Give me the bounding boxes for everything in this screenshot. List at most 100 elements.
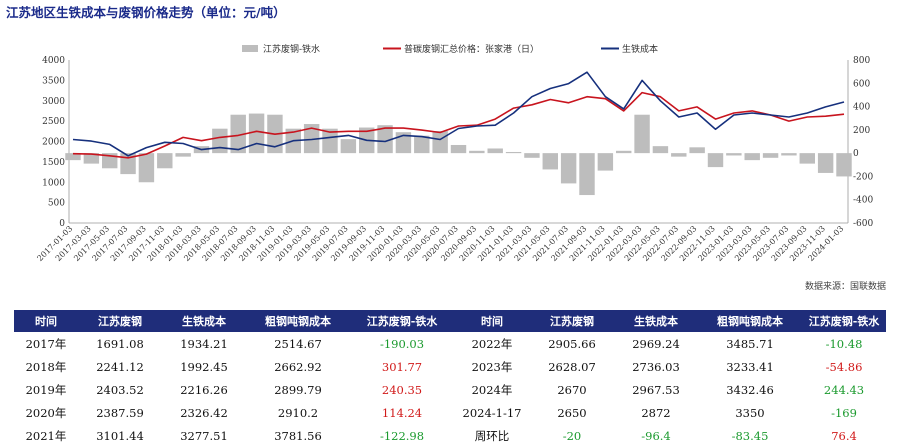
table-row: 2020年 2387.59 2326.42 2910.2 114.24 2024-1-17… (14, 401, 886, 424)
bar-spread (83, 153, 100, 164)
left-tick-label: 0 (59, 219, 65, 229)
table-cell: 3432.46 (726, 382, 774, 397)
left-tick-label: 2500 (42, 117, 65, 127)
bar-spread (120, 153, 136, 175)
column-header: 江苏废钢-铁水 (802, 310, 886, 332)
right-tick-label: 200 (853, 126, 870, 136)
bar-spread (671, 153, 687, 157)
left-tick-label: 1500 (42, 158, 65, 168)
table-cell: 2872 (641, 405, 671, 420)
summary-table: 时间 江苏废钢 生铁成本 粗钢吨钢成本 江苏废钢-铁水 时间 江苏废钢 生铁成本 粗钢吨钢成本江… (14, 310, 886, 447)
table-cell: 2241.12 (96, 359, 144, 374)
bar-spread (560, 153, 577, 184)
table-cell: 2326.42 (180, 405, 228, 420)
legend-label: 普碳废钢汇总价格：张家港（日） (404, 43, 539, 55)
table-cell: 1992.45 (180, 359, 228, 374)
table-cell: 2019年 (25, 382, 67, 397)
bar-spread (542, 153, 558, 170)
table-cell: 2514.67 (274, 336, 322, 351)
table-cell: 2017年 (25, 336, 67, 351)
table-cell: 2650 (557, 405, 587, 420)
legend-label: 江苏废钢-铁水 (263, 43, 320, 55)
bar-spread (138, 153, 155, 183)
bar-spread (322, 128, 338, 154)
table-cell: 2022年 (471, 336, 513, 351)
bar-spread (157, 153, 173, 169)
column-header: 江苏废钢 (78, 310, 162, 332)
table-cell: 2967.53 (632, 382, 680, 397)
right-tick-label: 400 (853, 103, 870, 113)
table-cell: 2736.03 (632, 359, 680, 374)
column-header: 时间 (14, 310, 78, 332)
column-header: 时间 (454, 310, 530, 332)
table-cell: 1691.08 (96, 336, 144, 351)
bar-spread (781, 153, 797, 156)
table-cell: 244.43 (823, 382, 865, 397)
left-tick-label: 4000 (42, 56, 65, 66)
table-cell: 3350 (735, 405, 765, 420)
table-row: 2019年 2403.52 2216.26 2899.79 240.35 2024年 267… (14, 378, 886, 401)
table-cell: 3233.41 (726, 359, 774, 374)
bar-spread (836, 153, 852, 177)
line-iron-cost (72, 71, 845, 157)
column-header: 粗钢吨钢成本 (698, 310, 802, 332)
bar-spread (450, 144, 467, 154)
table-cell: 2905.66 (548, 336, 596, 351)
table-row: 2017年 1691.08 1934.21 2514.67 -190.03 2022年 29… (14, 332, 886, 355)
bar-spread (175, 153, 191, 157)
table-cell: 2023年 (471, 359, 513, 374)
right-tick-label: 0 (853, 149, 859, 159)
table-cell: 2020年 (25, 405, 67, 420)
left-tick-label: 1000 (42, 178, 65, 188)
table-cell: -190.03 (379, 336, 425, 351)
bar-spread (340, 139, 357, 154)
legend-label: 生铁成本 (622, 43, 658, 55)
table-cell: 2910.2 (277, 405, 319, 420)
table-cell: 2018年 (25, 359, 67, 374)
table-cell: 2216.26 (180, 382, 228, 397)
bar-spread (524, 153, 540, 158)
table-cell: 114.24 (381, 405, 423, 420)
bar-spread (762, 153, 779, 158)
bar-spread (597, 153, 614, 171)
right-tick-label: 800 (853, 56, 870, 66)
table-cell: 2899.79 (274, 382, 322, 397)
bar-spread (432, 131, 448, 154)
bar-spread (652, 146, 669, 154)
right-tick-label: -400 (853, 196, 873, 206)
bar-spread (634, 114, 650, 154)
bar-spread (303, 124, 320, 154)
bar-spread (616, 150, 632, 154)
bar-spread (377, 125, 393, 154)
bar-spread (469, 150, 485, 154)
left-tick-label: 500 (48, 199, 65, 209)
table-cell: 2670 (557, 382, 587, 397)
left-tick-label: 2000 (42, 138, 65, 148)
left-tick-label: 3000 (42, 97, 65, 107)
bar-spread (799, 153, 815, 164)
bar-spread (707, 153, 724, 168)
bar-spread (230, 114, 246, 154)
bar-spread (579, 153, 595, 196)
table-row: 2018年 2241.12 1992.45 2662.92 301.77 2023年 262… (14, 355, 886, 378)
table-cell: 240.35 (381, 382, 423, 397)
table-cell: -10.48 (825, 336, 863, 351)
table-cell: 2403.52 (96, 382, 144, 397)
table-cell: 301.77 (381, 359, 423, 374)
table-cell: 2024年 (471, 382, 513, 397)
column-header: 江苏废钢 (530, 310, 614, 332)
table-cell: -169 (831, 405, 857, 420)
table-cell: 2969.24 (632, 336, 680, 351)
table-cell: 2628.07 (548, 359, 596, 374)
legend-swatch-spread (242, 45, 258, 52)
table-cell: 2662.92 (274, 359, 322, 374)
right-tick-label: -600 (853, 219, 873, 229)
bar-spread (744, 153, 760, 161)
line-scrap-price (72, 91, 845, 159)
bar-spread (487, 148, 503, 154)
table-cell: -54.86 (825, 359, 863, 374)
bar-spread (414, 135, 430, 154)
table-cell: 2024-1-17 (462, 405, 522, 420)
table-header-row: 时间 江苏废钢 生铁成本 粗钢吨钢成本 江苏废钢-铁水 时间 江苏废钢 生铁成本 粗钢吨钢成本江… (14, 310, 886, 332)
table-cell: 3485.71 (726, 336, 774, 351)
